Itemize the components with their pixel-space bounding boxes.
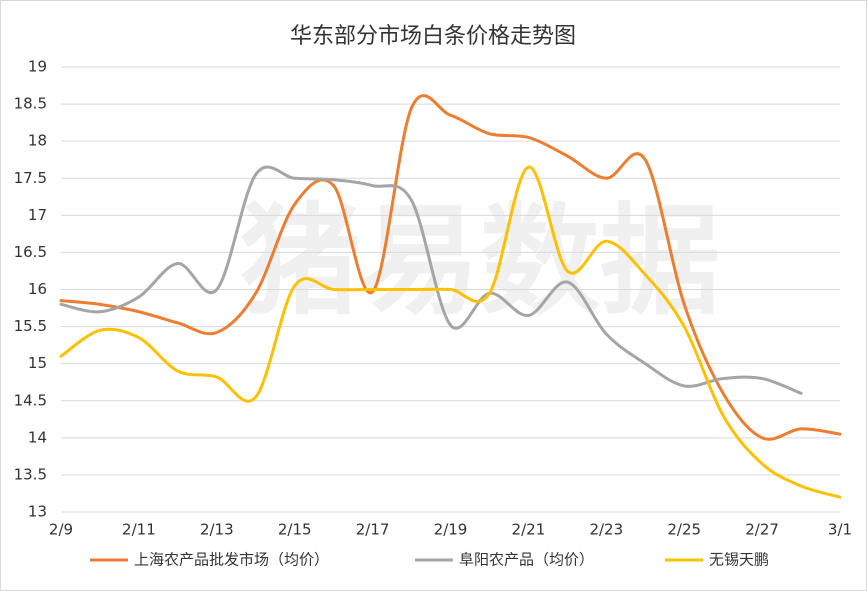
y-tick-label: 14.5 [14,391,47,409]
series-line [59,165,842,499]
series-line [59,94,842,441]
y-tick-label: 16.5 [14,243,47,261]
y-tick-label: 16 [28,280,47,298]
x-tick-label: 2/9 [49,521,73,539]
watermark: 猪易数据 [240,193,720,332]
x-tick-label: 2/21 [512,521,546,539]
y-tick-label: 15 [28,354,47,372]
y-tick-label: 18 [28,132,47,150]
x-tick-label: 2/19 [434,521,468,539]
legend-label: 上海农产品批发市场（均价） [134,551,329,569]
y-tick-label: 15.5 [14,317,47,335]
x-tick-label: 2/27 [745,521,779,539]
y-tick-label: 19 [28,58,47,76]
y-tick-label: 17 [28,206,47,224]
series-line [59,165,803,395]
y-tick-label: 17.5 [14,169,47,187]
x-tick-label: 2/15 [278,521,312,539]
y-tick-label: 14 [28,428,47,446]
x-tick-label: 2/13 [200,521,234,539]
y-tick-label: 13.5 [14,465,47,483]
y-tick-label: 18.5 [14,95,47,113]
chart-title: 华东部分市场白条价格走势图 [290,24,576,49]
x-tick-label: 2/25 [667,521,701,539]
x-tick-label: 2/11 [122,521,156,539]
x-tick-label: 3/1 [828,521,852,539]
y-tick-label: 13 [28,503,47,521]
x-tick-label: 2/23 [589,521,623,539]
legend-label: 阜阳农产品（均价） [459,551,594,569]
x-tick-label: 2/17 [356,521,390,539]
legend-label: 无锡天鹏 [709,551,769,569]
